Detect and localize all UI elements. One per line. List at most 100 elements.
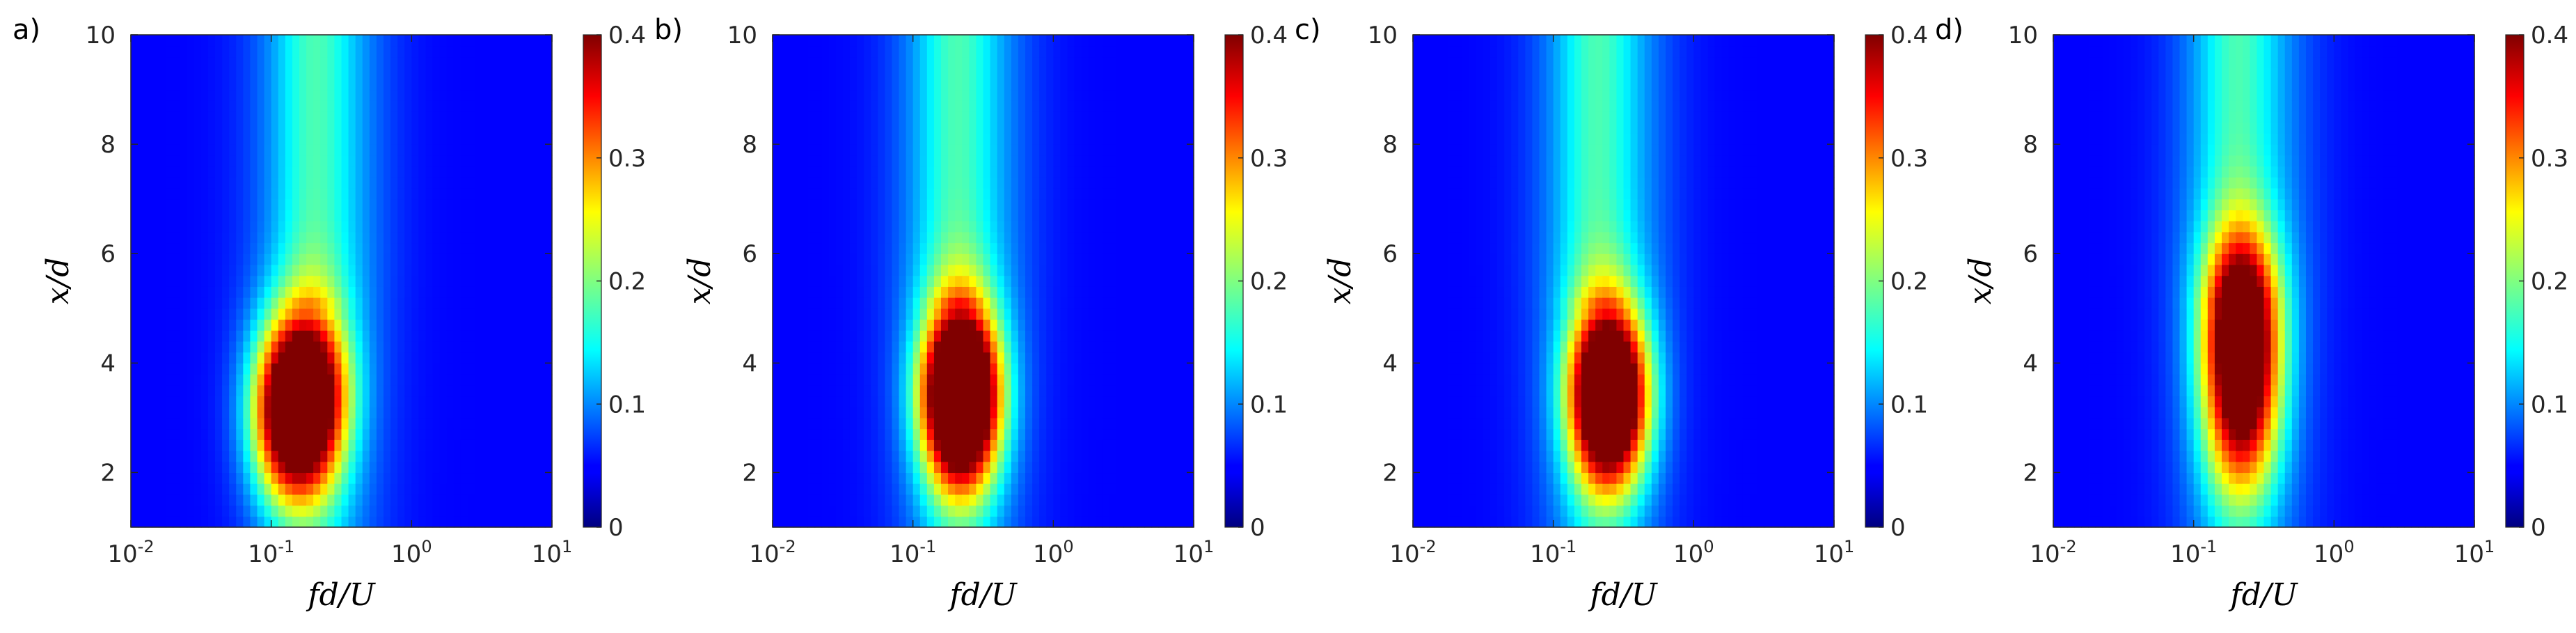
heatmap-cell xyxy=(1067,297,1075,309)
heatmap-cell xyxy=(193,198,202,210)
heatmap-cell xyxy=(1116,428,1124,440)
heatmap-cell xyxy=(1039,221,1047,233)
heatmap-cell xyxy=(496,111,504,123)
heatmap-cell xyxy=(460,177,468,189)
heatmap-cell xyxy=(384,144,391,156)
heatmap-cell xyxy=(878,417,885,430)
heatmap-cell xyxy=(1116,396,1124,407)
heatmap-cell xyxy=(1067,374,1075,386)
heatmap-cell xyxy=(997,89,1005,101)
heatmap-cell xyxy=(236,451,244,462)
heatmap-cell xyxy=(257,68,265,79)
heatmap-cell xyxy=(1025,198,1033,210)
heatmap-cell xyxy=(355,417,363,430)
heatmap-cell xyxy=(173,275,181,287)
heatmap-cell xyxy=(892,242,900,254)
heatmap-cell xyxy=(193,144,202,156)
heatmap-cell xyxy=(453,505,461,517)
heatmap-cell xyxy=(236,35,244,47)
heatmap-cell xyxy=(773,264,780,276)
heatmap-cell xyxy=(482,231,489,244)
heatmap-cell xyxy=(207,439,216,451)
heatmap-cell xyxy=(503,144,511,156)
heatmap-cell xyxy=(1046,384,1054,397)
heatmap-cell xyxy=(404,198,412,210)
heatmap-cell xyxy=(1025,210,1033,221)
heatmap-cell xyxy=(418,505,427,517)
heatmap-cell xyxy=(348,45,356,58)
heatmap-cell xyxy=(138,210,145,221)
heatmap-cell xyxy=(264,231,272,244)
heatmap-cell xyxy=(229,363,237,375)
heatmap-cell xyxy=(990,297,998,309)
heatmap-cell xyxy=(180,472,188,484)
heatmap-cell xyxy=(544,297,553,309)
heatmap-cell xyxy=(341,111,349,123)
heatmap-cell xyxy=(446,451,455,462)
heatmap-cell xyxy=(516,461,525,474)
heatmap-cell xyxy=(821,308,830,320)
heatmap-cell xyxy=(292,68,300,79)
heatmap-cell xyxy=(1039,439,1047,451)
heatmap-cell xyxy=(320,231,328,244)
heatmap-cell xyxy=(955,330,963,342)
heatmap-cell xyxy=(919,286,928,298)
heatmap-cell xyxy=(460,505,468,517)
heatmap-cell xyxy=(969,308,977,320)
heatmap-cell xyxy=(828,417,837,430)
heatmap-cell xyxy=(404,297,412,309)
heatmap-cell xyxy=(537,198,546,210)
heatmap-cell xyxy=(773,451,780,462)
heatmap-cell xyxy=(941,264,949,276)
heatmap-cell xyxy=(1116,122,1124,134)
heatmap-cell xyxy=(1011,89,1019,101)
heatmap-cell xyxy=(299,494,307,506)
heatmap-cell xyxy=(962,210,970,221)
heatmap-cell xyxy=(530,384,539,397)
heatmap-cell xyxy=(800,122,809,134)
heatmap xyxy=(773,35,1194,528)
heatmap-cell xyxy=(460,330,468,342)
heatmap-cell xyxy=(131,231,139,244)
heatmap-cell xyxy=(489,78,496,91)
heatmap-cell xyxy=(418,483,427,495)
heatmap-cell xyxy=(355,483,363,495)
heatmap-cell xyxy=(418,396,427,407)
heatmap-cell xyxy=(842,100,851,112)
heatmap-cell xyxy=(1095,144,1103,156)
heatmap-cell xyxy=(787,472,794,484)
heatmap-cell xyxy=(250,187,258,200)
heatmap-cell xyxy=(1088,221,1096,233)
heatmap-cell xyxy=(849,221,858,233)
heatmap-cell xyxy=(1053,417,1061,430)
heatmap-cell xyxy=(919,494,928,506)
heatmap-cell xyxy=(348,297,356,309)
heatmap-cell xyxy=(348,363,356,375)
heatmap-cell xyxy=(941,439,949,451)
colorbar-tick-label: 0.4 xyxy=(608,22,646,49)
heatmap-cell xyxy=(482,275,489,287)
heatmap-cell xyxy=(384,78,391,91)
heatmap-cell xyxy=(207,166,216,178)
heatmap-cell xyxy=(537,341,546,353)
heatmap-cell xyxy=(849,187,858,200)
heatmap-cell xyxy=(948,363,956,375)
heatmap-cell xyxy=(780,89,787,101)
heatmap-cell xyxy=(1095,56,1103,68)
heatmap-cell xyxy=(475,166,482,178)
heatmap-cell xyxy=(285,494,293,506)
heatmap-cell xyxy=(773,133,780,145)
heatmap-cell xyxy=(439,461,448,474)
heatmap-cell xyxy=(200,428,209,440)
heatmap-cell xyxy=(530,68,539,79)
heatmap-cell xyxy=(906,483,914,495)
heatmap-cell xyxy=(814,177,823,189)
heatmap-cell xyxy=(404,89,412,101)
heatmap-cell xyxy=(516,483,525,495)
heatmap-cell xyxy=(509,133,518,145)
heatmap-cell xyxy=(983,111,991,123)
heatmap-cell xyxy=(516,133,525,145)
heatmap-cell xyxy=(187,330,195,342)
heatmap-cell xyxy=(1116,264,1124,276)
heatmap-cell xyxy=(828,100,837,112)
